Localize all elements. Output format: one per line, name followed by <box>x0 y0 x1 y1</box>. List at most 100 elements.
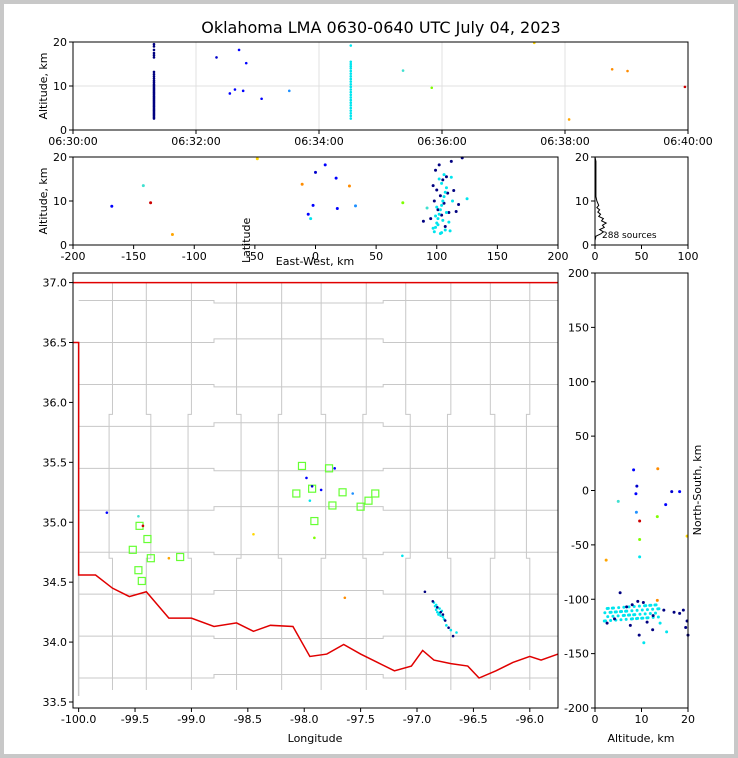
lightning-source <box>441 615 445 619</box>
y-tick-label: 35.5 <box>43 456 68 469</box>
state-border <box>73 341 559 679</box>
county-line <box>320 282 327 691</box>
lightning-source <box>632 605 636 609</box>
lightning-source <box>349 64 353 68</box>
lightning-source <box>319 488 323 492</box>
y-tick-label: 10 <box>53 80 67 93</box>
lightning-source <box>149 201 153 205</box>
lightning-source <box>637 604 641 608</box>
x-tick-label: -50 <box>246 250 264 263</box>
county-line <box>277 282 283 691</box>
lightning-source <box>349 62 353 66</box>
x-tick-label: 0 <box>592 250 599 263</box>
lightning-source <box>641 601 645 605</box>
lightning-source <box>651 628 655 632</box>
lightning-source <box>451 199 455 203</box>
county-line <box>78 338 558 344</box>
map-ylabel: Latitude <box>240 217 253 263</box>
lma-station <box>143 534 152 544</box>
lightning-source <box>603 611 607 615</box>
lightning-source <box>672 610 676 614</box>
lightning-source <box>349 80 353 83</box>
lightning-source <box>683 85 687 89</box>
county-line <box>362 282 367 691</box>
lightning-source <box>614 610 618 614</box>
lightning-source <box>613 617 617 621</box>
lightning-source <box>309 217 313 221</box>
lightning-source <box>665 630 669 634</box>
x-tick-label: -99.5 <box>121 713 149 726</box>
lightning-source <box>167 556 171 560</box>
p2-xlabel: East-West, km <box>276 255 354 268</box>
lightning-source <box>445 624 448 627</box>
x-tick-label: -98.0 <box>290 713 318 726</box>
axes-frame <box>72 41 689 131</box>
lightning-source <box>606 615 610 619</box>
lightning-source <box>152 117 156 120</box>
lightning-source <box>137 514 140 518</box>
lightning-source <box>625 605 629 609</box>
lightning-source <box>440 213 444 217</box>
p5-xlabel: Altitude, km <box>607 732 674 745</box>
axes-frame <box>594 272 689 709</box>
x-tick-label: -97.5 <box>346 713 374 726</box>
lightning-source <box>152 45 156 48</box>
x-tick-label: 06:36:00 <box>417 135 466 148</box>
lightning-source <box>170 232 174 236</box>
lightning-source <box>431 600 435 603</box>
x-tick-label: -97.0 <box>403 713 431 726</box>
lightning-source <box>444 175 448 179</box>
lightning-source <box>655 515 659 519</box>
northsouth-altitude-panel: 0 10 20 -200 -150 -100 -50 0 50 100 150 200 North-So… <box>564 267 704 745</box>
lightning-source <box>609 618 613 622</box>
lightning-source <box>441 218 445 222</box>
lightning-source <box>334 176 338 180</box>
lightning-source <box>152 77 156 80</box>
lightning-source <box>651 614 655 618</box>
lightning-source <box>436 208 440 212</box>
lightning-source <box>447 626 450 630</box>
lightning-source <box>431 226 435 230</box>
lightning-source <box>349 111 353 115</box>
lightning-source <box>349 72 353 75</box>
lightning-source <box>432 199 436 203</box>
lightning-source <box>438 607 441 610</box>
source-count-annotation: 288 sources <box>602 231 657 241</box>
county-line <box>108 282 113 691</box>
lightning-source <box>305 476 308 480</box>
lightning-source <box>436 606 439 609</box>
lma-station <box>176 552 185 562</box>
y-tick-label: -50 <box>571 539 589 552</box>
lightning-source <box>442 201 446 205</box>
lightning-source <box>644 604 648 608</box>
lightning-source <box>152 56 156 59</box>
lightning-source <box>435 205 439 209</box>
y-tick-label: 36.5 <box>43 337 68 350</box>
lightning-source <box>349 101 353 105</box>
x-tick-label: 06:38:00 <box>540 135 589 148</box>
lightning-source <box>351 492 355 495</box>
lightning-source <box>636 616 640 620</box>
lightning-source <box>626 69 629 73</box>
county-line <box>405 282 411 691</box>
lma-station <box>328 501 337 510</box>
lightning-source <box>678 490 682 494</box>
lightning-source <box>638 555 642 559</box>
lightning-source <box>349 69 353 73</box>
lightning-source <box>628 613 632 617</box>
lightning-source <box>349 114 353 118</box>
lightning-source <box>443 190 447 194</box>
x-tick-label: -99.0 <box>177 713 205 726</box>
lightning-source <box>646 616 650 620</box>
lightning-source <box>443 225 447 229</box>
p4-xlabel: Longitude <box>288 732 343 745</box>
lightning-source <box>440 203 444 207</box>
lma-station <box>364 496 373 505</box>
lightning-source <box>436 217 440 221</box>
lightning-source <box>244 61 248 65</box>
lightning-source <box>343 596 347 600</box>
lightning-source <box>252 532 255 536</box>
lightning-source <box>440 231 444 235</box>
lma-station <box>356 502 365 511</box>
x-tick-label: 10 <box>635 713 649 726</box>
